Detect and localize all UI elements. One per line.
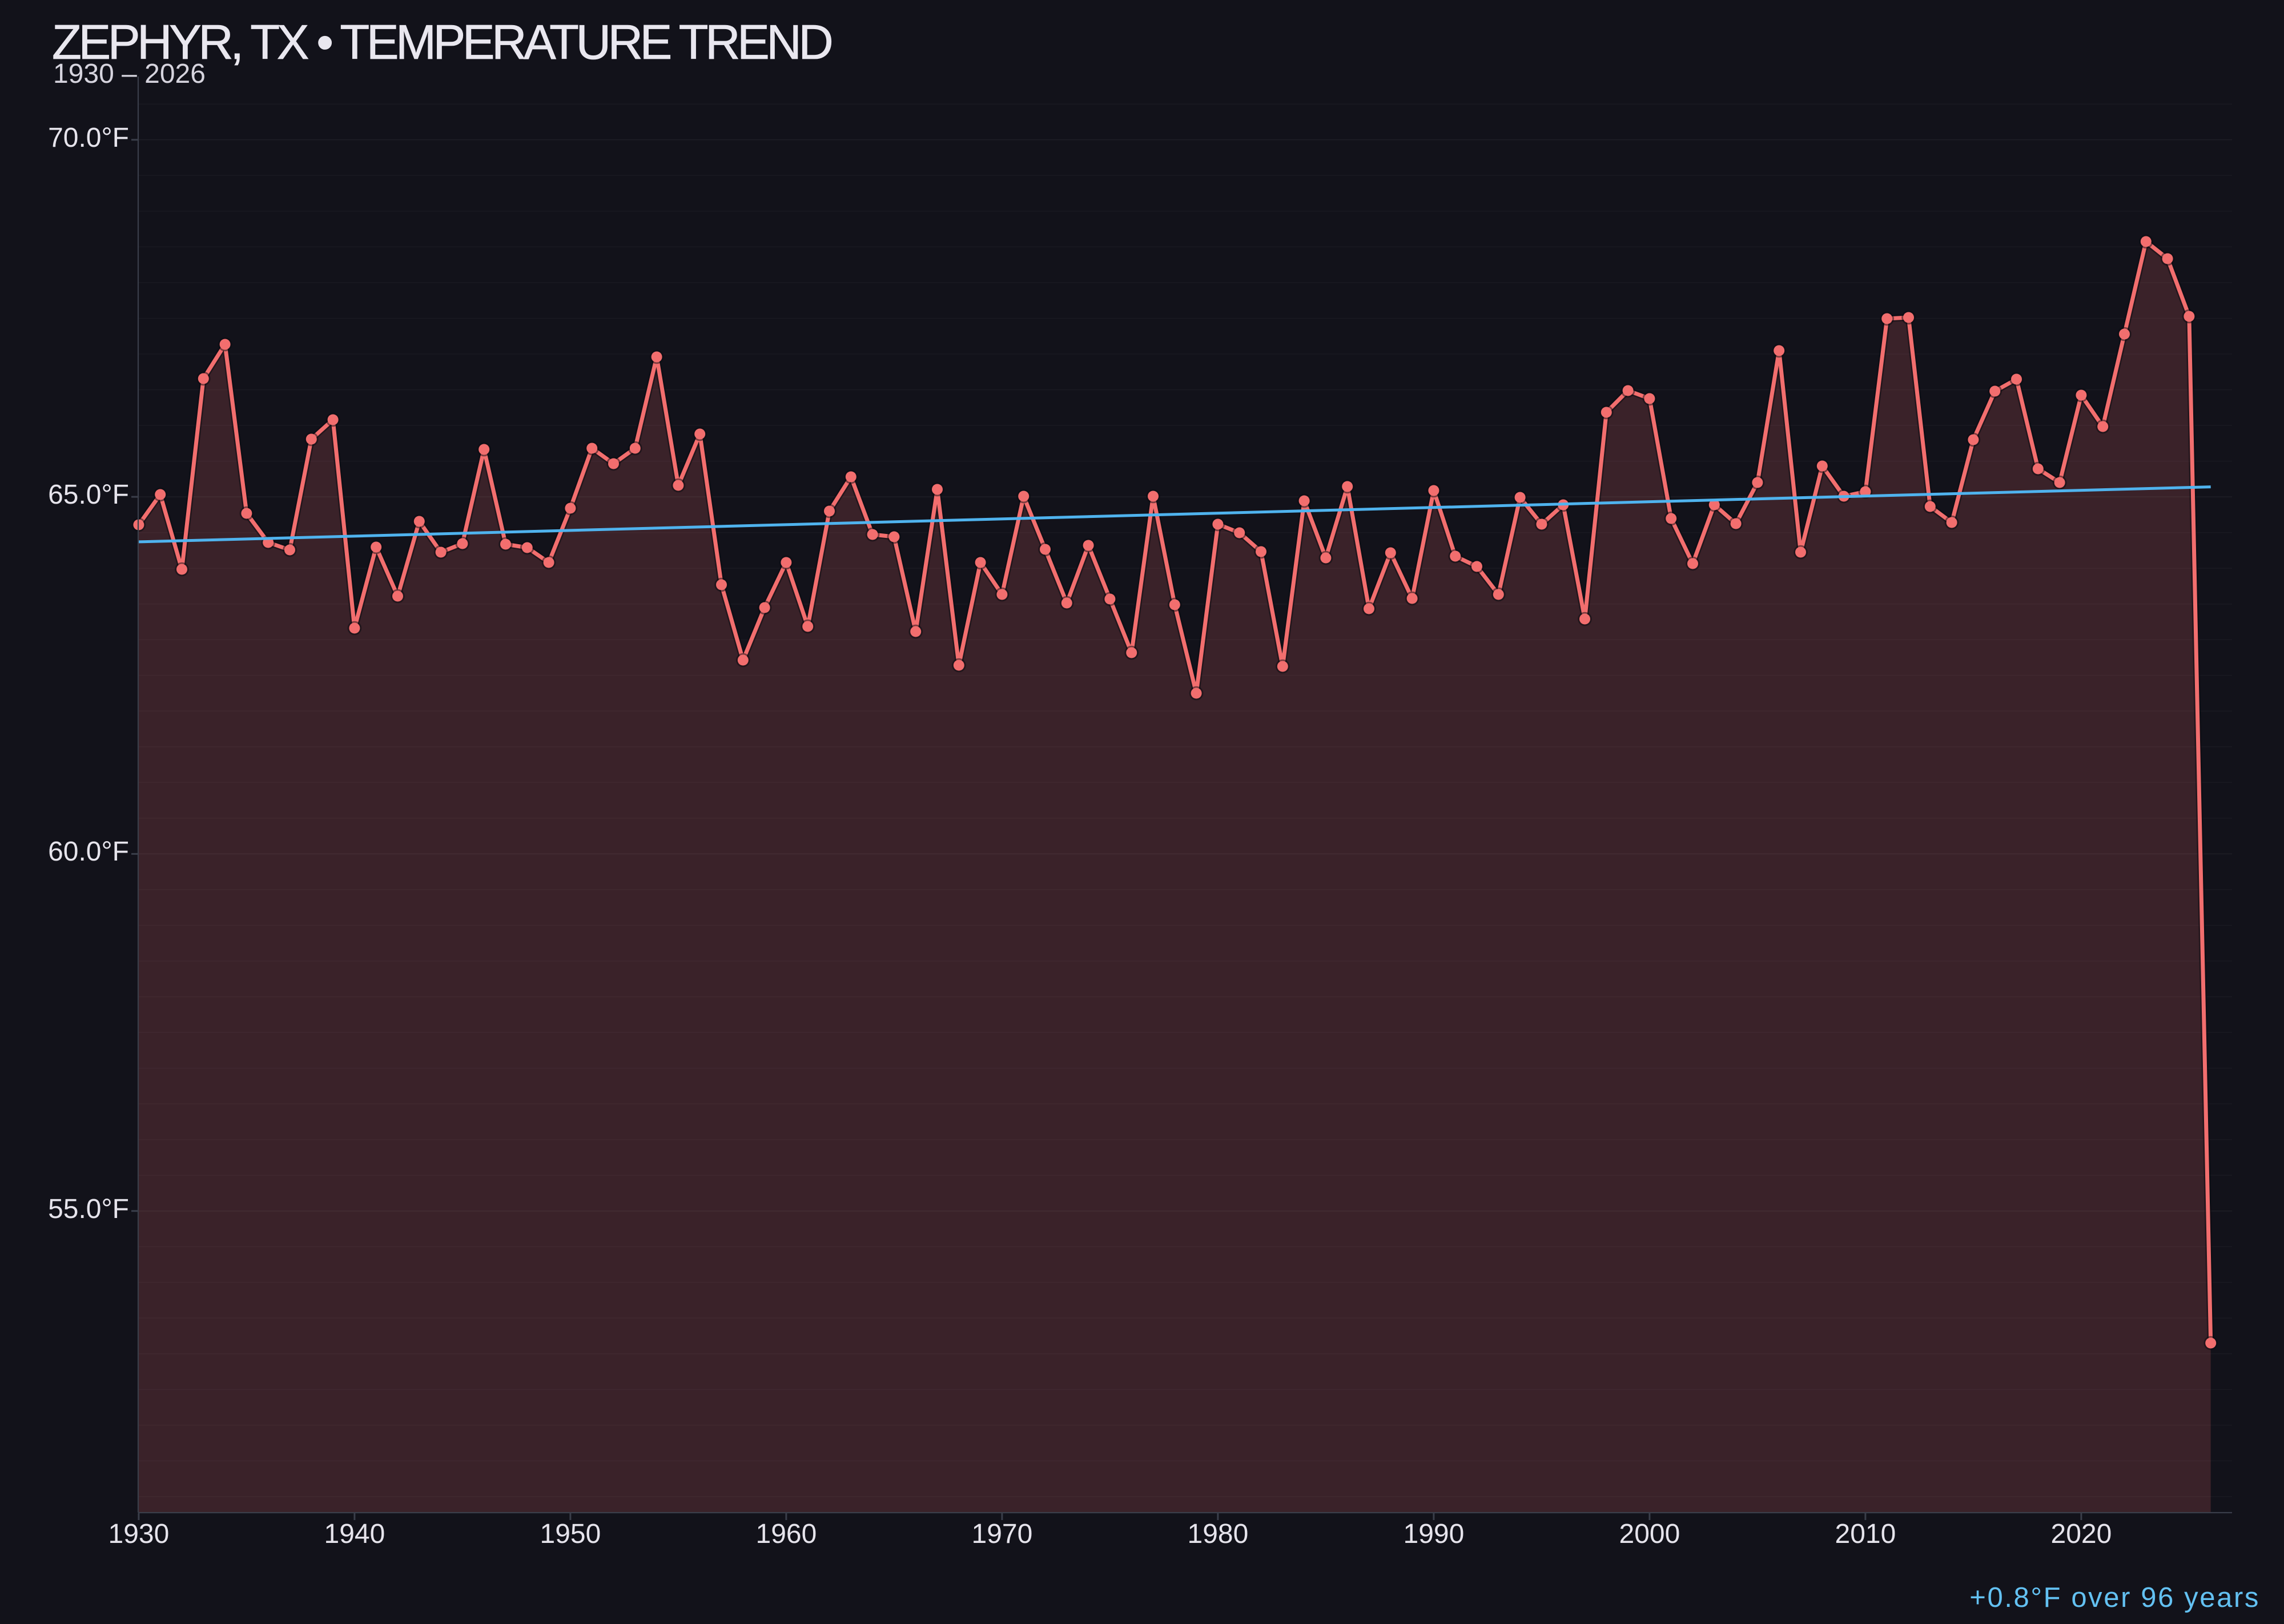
svg-text:1980: 1980 [1188,1519,1249,1549]
svg-text:1990: 1990 [1404,1519,1465,1549]
svg-text:ZEPHYR, TX • TEMPERATURE TREND: ZEPHYR, TX • TEMPERATURE TREND [52,15,831,70]
svg-text:1960: 1960 [756,1519,817,1549]
svg-text:1950: 1950 [540,1519,601,1549]
svg-text:60.0°F: 60.0°F [48,837,129,867]
svg-text:2020: 2020 [2051,1519,2112,1549]
svg-text:55.0°F: 55.0°F [48,1194,129,1224]
svg-text:2010: 2010 [1835,1519,1896,1549]
svg-text:1940: 1940 [324,1519,385,1549]
svg-text:65.0°F: 65.0°F [48,480,129,510]
svg-text:1930 – 2026: 1930 – 2026 [53,59,206,89]
svg-text:1970: 1970 [972,1519,1033,1549]
svg-text:2000: 2000 [1619,1519,1680,1549]
svg-text:70.0°F: 70.0°F [48,123,129,153]
svg-text:+0.8°F over 96 years: +0.8°F over 96 years [1969,1582,2260,1613]
svg-text:1930: 1930 [108,1519,170,1549]
